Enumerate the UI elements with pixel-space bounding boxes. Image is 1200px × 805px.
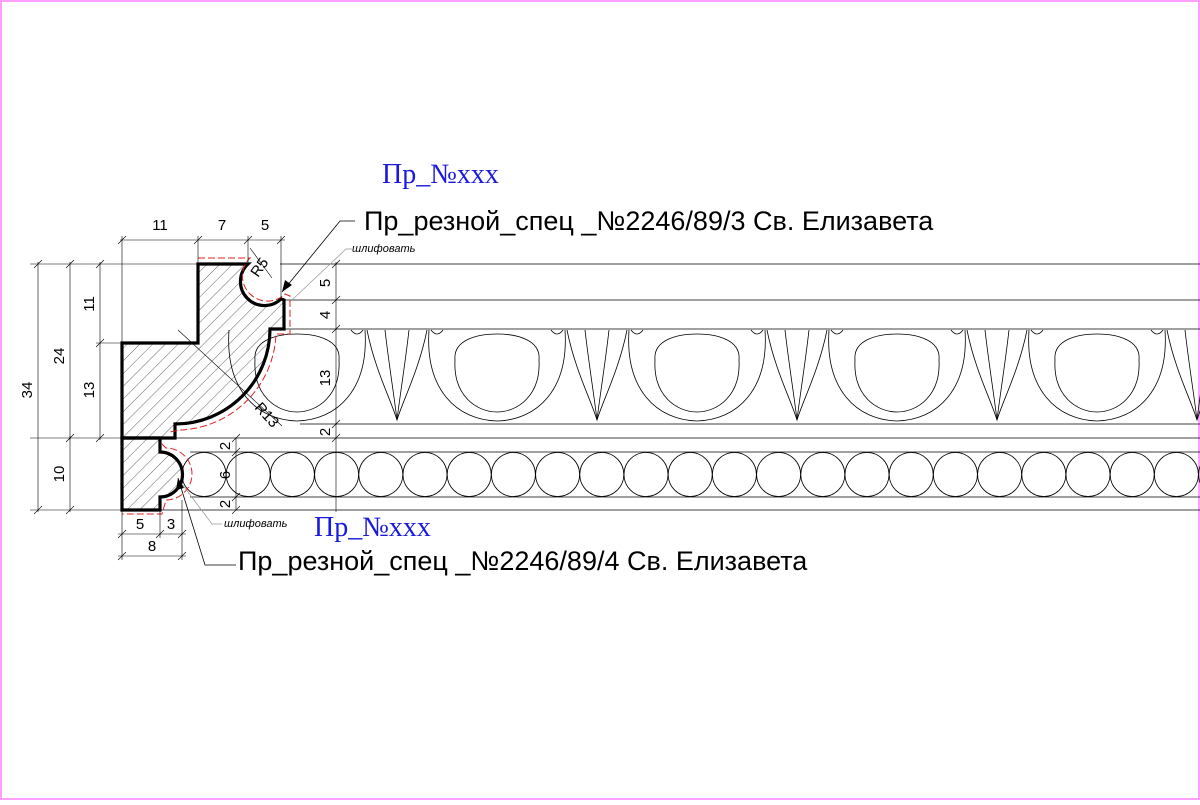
sanding-line-upper xyxy=(169,257,291,433)
pearl-bead xyxy=(535,452,580,497)
left-dimensions xyxy=(30,259,198,515)
sand-leader-top xyxy=(291,248,352,301)
pearl-bead xyxy=(314,452,360,497)
pearl-bead xyxy=(358,452,404,497)
profile-code-bottom: Пр_№xxx xyxy=(314,512,431,543)
profile-code-top: Пр_№xxx xyxy=(382,159,499,190)
pearl-bead xyxy=(623,452,669,497)
dim-left-34: 34 xyxy=(19,382,36,399)
dim-top-7: 7 xyxy=(218,217,226,234)
egg-unit xyxy=(628,329,844,422)
egg-unit xyxy=(1028,329,1200,422)
pearl-bead-ornament xyxy=(181,452,1200,497)
egg-and-dart-ornament xyxy=(228,329,1200,422)
pearl-bead xyxy=(1198,465,1200,484)
pearl-bead xyxy=(756,452,801,497)
dim-top-11: 11 xyxy=(152,217,168,234)
callout-leader-top xyxy=(281,220,355,293)
callout-text-top: Пр_резной_спец _№2246/89/3 Св. Елизавета xyxy=(364,206,934,236)
egg-unit xyxy=(828,329,1044,422)
pearl-bead xyxy=(402,452,448,497)
egg-unit xyxy=(428,329,644,422)
pearl-bead xyxy=(491,452,536,497)
pearl-bead xyxy=(844,452,890,497)
dim-right-2a: 2 xyxy=(317,428,334,436)
pearl-bead xyxy=(1109,452,1155,497)
pearl-bead xyxy=(933,452,978,497)
dim-bottom-5: 5 xyxy=(136,516,144,533)
dim-right-13: 13 xyxy=(317,370,334,387)
sanding-line-lower xyxy=(122,443,193,515)
dim-left-13: 13 xyxy=(81,382,98,399)
pearl-bead xyxy=(579,452,625,497)
pearl-bead xyxy=(800,452,846,497)
dim-left-11: 11 xyxy=(81,296,98,312)
elevation-lines xyxy=(122,263,1200,511)
callout-text-bottom: Пр_резной_спец _№2246/89/4 Св. Елизавета xyxy=(238,546,808,576)
dim-right-2b: 2 xyxy=(217,442,234,450)
dim-left-10: 10 xyxy=(51,466,68,483)
sand-note-top: шлифовать xyxy=(352,243,416,255)
callout-leader-bottom xyxy=(176,477,236,566)
dim-bottom-8: 8 xyxy=(148,538,156,555)
dim-right-4: 4 xyxy=(317,311,334,319)
sand-note-bottom: шлифовать xyxy=(224,518,288,530)
pearl-bead xyxy=(667,452,713,497)
right-dimensions xyxy=(231,259,341,515)
pearl-bead xyxy=(712,452,757,497)
top-dimensions xyxy=(117,235,286,343)
sand-leader-bottom xyxy=(181,483,222,525)
upper-profile-section xyxy=(120,262,286,440)
dim-top-5: 5 xyxy=(261,217,269,234)
pearl-bead xyxy=(977,452,1022,497)
dim-right-2c: 2 xyxy=(217,500,234,508)
dim-bottom-3: 3 xyxy=(167,516,175,533)
pearl-bead xyxy=(1065,452,1111,497)
lower-profile-section xyxy=(120,436,185,512)
dim-radius-r5: R5 xyxy=(247,255,272,280)
pearl-bead xyxy=(269,452,315,497)
dim-left-24: 24 xyxy=(51,348,68,365)
bottom-dimensions xyxy=(117,500,187,561)
dim-right-6: 6 xyxy=(217,471,234,479)
pearl-bead xyxy=(1021,452,1067,497)
pearl-bead xyxy=(888,452,934,497)
pearl-bead xyxy=(446,452,492,497)
pearl-bead xyxy=(1154,452,1199,497)
dim-right-5: 5 xyxy=(317,279,334,287)
dim-radius-r13: R13 xyxy=(251,399,282,431)
egg-unit xyxy=(228,329,444,422)
